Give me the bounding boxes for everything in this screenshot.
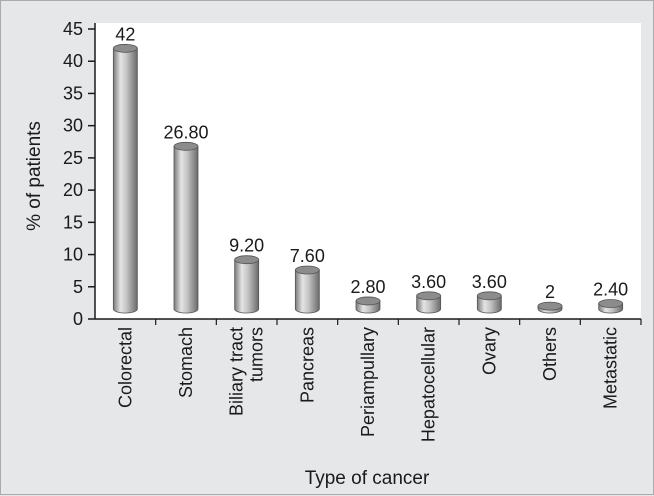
category-label: Colorectal [115,327,135,408]
y-tick-label: 5 [73,277,83,297]
data-label: 2.40 [593,280,628,300]
bar [294,265,320,314]
category-label: Others [540,327,560,381]
bar-top [598,299,624,308]
y-tick-label: 45 [63,19,83,39]
data-label: 7.60 [290,246,325,266]
data-label: 2.80 [350,277,385,297]
y-tick-label: 35 [63,83,83,103]
bar-top [234,255,260,265]
category-label: tumors [247,327,267,382]
category-label: Periampullary [358,327,378,437]
y-tick-label: 30 [63,116,83,136]
bar-top [476,291,502,301]
bar-top [416,291,442,301]
data-label: 42 [115,24,135,44]
data-label: 26.80 [163,122,208,142]
bar-body [416,295,442,314]
bar [355,296,381,314]
data-label: 3.60 [411,272,446,292]
y-tick-label: 10 [63,245,83,265]
y-tick-label: 40 [63,51,83,71]
category-label: Stomach [176,327,196,398]
bar-top [173,141,199,151]
bar-body [173,145,199,314]
bar-body [112,47,138,314]
y-axis-title: % of patients [24,121,45,231]
data-label: 9.20 [229,236,264,256]
bar [476,291,502,314]
data-label: 3.60 [472,272,507,292]
bar-top [112,43,138,53]
bar [234,255,260,314]
bar-body [294,269,320,314]
category-label: Metastatic [601,327,621,409]
data-label: 2 [545,282,555,302]
bar [416,291,442,314]
bar [598,299,624,314]
bar-top [294,265,320,275]
y-tick-label: 20 [63,180,83,200]
category-label: Ovary [479,327,499,375]
bar-body [476,295,502,314]
category-label: Pancreas [297,327,317,403]
bar [112,43,138,314]
bar-top [537,301,563,311]
y-tick-label: 15 [63,212,83,232]
y-tick-label: 0 [73,309,83,329]
bar-top [355,296,381,306]
y-tick-label: 25 [63,148,83,168]
category-label: Biliary tract [227,327,247,416]
bar [173,141,199,314]
bar-body [234,259,260,314]
bar [537,301,563,314]
category-label: Hepatocellular [419,327,439,442]
x-axis-title: Type of cancer [305,468,430,489]
